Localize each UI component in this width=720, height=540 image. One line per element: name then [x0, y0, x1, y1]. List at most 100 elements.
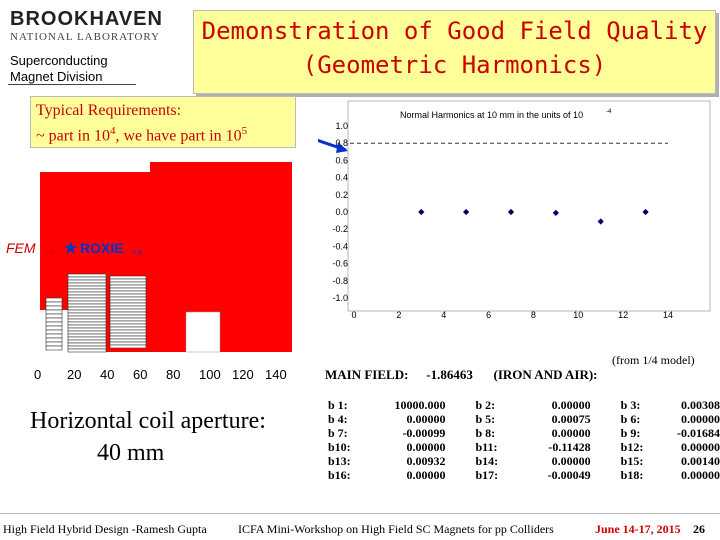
requirements-exponent-1: 4	[109, 125, 116, 137]
y-tick-label: 0.0	[335, 207, 348, 217]
division-line-1: Superconducting	[10, 53, 108, 68]
x-tick-label: 14	[663, 310, 673, 320]
conductor-turn	[67, 312, 107, 317]
harmonic-label: b13:	[328, 454, 351, 468]
conductor-turn	[67, 273, 107, 278]
conductor-turn	[109, 275, 147, 280]
conductor-turn	[109, 314, 147, 319]
conductor-turn	[109, 290, 147, 295]
harmonic-value: -0.11428	[548, 440, 591, 454]
harmonics-chart: Normal Harmonics at 10 mm in the units o…	[318, 100, 711, 320]
title-box	[193, 10, 716, 94]
main-field-label: MAIN FIELD:	[325, 367, 409, 382]
harmonic-label: b17:	[475, 468, 499, 482]
table-row: b10: 0.00000 b11: -0.11428 b12: 0.00000	[328, 440, 720, 454]
harmonic-label: b 7:	[328, 426, 348, 440]
conductor-turn	[45, 297, 63, 303]
harmonic-label: b 8:	[475, 426, 496, 440]
conductor-turn	[67, 303, 107, 308]
harmonic-value: 10000.000	[394, 398, 446, 412]
conductor-turn	[67, 300, 107, 305]
division-line-2: Magnet Division	[10, 69, 103, 84]
harmonic-value: 0.00932	[406, 454, 446, 468]
y-tick-label: -0.8	[332, 276, 348, 286]
conductor-turn	[67, 315, 107, 320]
harmonic-value: 0.00000	[406, 412, 446, 426]
conductor-turn	[109, 305, 147, 310]
conductor-turn	[67, 318, 107, 323]
title-line-2: (Geometric Harmonics)	[302, 51, 607, 79]
y-axis: 1.0 0.8 0.6 0.4 0.2 0.0 -0.2 -0.4 -0.6 -0.8 -1.0	[332, 121, 348, 303]
aperture-text: Horizontal coil aperture: 40 mm	[30, 405, 290, 469]
harmonic-label: b 9:	[620, 426, 641, 440]
legend-roxie-version: 7.0	[132, 250, 142, 257]
conductor-turn	[109, 308, 147, 313]
conductor-turn	[67, 336, 107, 341]
conductor-turn	[45, 325, 63, 331]
legend-fem-version: 2.0	[44, 250, 54, 257]
aperture-value: 40 mm	[97, 440, 165, 466]
table-row: b13: 0.00932 b14: 0.00000 b15: 0.00140	[328, 454, 720, 468]
harmonic-label: b 4:	[328, 412, 348, 426]
field-map-x-tick: 60	[133, 367, 148, 382]
field-map-x-tick: 80	[166, 367, 181, 382]
conductor-turn	[109, 317, 147, 322]
conductor-turn	[45, 317, 63, 323]
harmonic-value: 0.00000	[406, 440, 446, 454]
conductor-turn	[67, 276, 107, 281]
conductor-turn	[45, 321, 63, 327]
x-tick-label: 0	[351, 310, 356, 320]
conductor-turn	[67, 339, 107, 344]
main-field-value: -1.86463	[426, 367, 473, 382]
conductor-turn	[109, 287, 147, 292]
model-note: (from 1/4 model)	[612, 353, 695, 367]
conductor-turn	[67, 306, 107, 311]
divider	[8, 84, 136, 85]
table-row: b 1: 10000.000 b 2: 0.00000 b 3: 0.00308	[328, 398, 720, 412]
conductor-turn	[45, 309, 63, 315]
conductor-turn	[67, 330, 107, 335]
magnet-field-map: FEM 2.0 ★ ROXIE 7.0	[6, 162, 292, 353]
harmonic-label: b 5:	[475, 412, 496, 426]
footer-divider	[0, 513, 720, 514]
harmonic-value: 0.00000	[681, 440, 720, 454]
y-tick-label: 0.4	[335, 173, 348, 183]
conductor-turn	[45, 305, 63, 311]
harmonic-label: b14:	[475, 454, 499, 468]
footer-author: High Field Hybrid Design -Ramesh Gupta	[3, 522, 207, 536]
harmonic-value: 0.00000	[551, 426, 591, 440]
lab-logo-subtitle: NATIONAL LABORATORY	[10, 31, 161, 43]
harmonic-value: 0.00075	[551, 412, 591, 426]
conductor-turn	[109, 284, 147, 289]
y-tick-label: 0.8	[335, 138, 348, 148]
requirements-box	[30, 96, 296, 148]
conductor-turn	[67, 342, 107, 347]
conductor-turn	[67, 285, 107, 290]
harmonic-label: b 2:	[475, 398, 496, 412]
conductor-turn	[109, 335, 147, 340]
chart-frame	[347, 100, 711, 312]
conductor-turn	[109, 278, 147, 283]
harmonic-label: b16:	[328, 468, 351, 482]
conductor-turn	[45, 345, 63, 351]
y-tick-label: 0.6	[335, 155, 348, 165]
conductor-turn	[67, 348, 107, 353]
legend-fem: FEM	[6, 240, 36, 256]
conductor-turn	[67, 279, 107, 284]
lab-logo: BROOKHAVEN	[10, 8, 163, 30]
conductor-turn	[45, 313, 63, 319]
chart-title-exponent: -4	[606, 109, 612, 115]
iron-yoke-right	[150, 162, 292, 352]
conductor-turn	[45, 333, 63, 339]
y-tick-label: -0.2	[332, 224, 348, 234]
conductor-turn	[67, 309, 107, 314]
conductor-turn	[45, 329, 63, 335]
conductor-turn	[67, 333, 107, 338]
footer-event: ICFA Mini-Workshop on High Field SC Magn…	[238, 522, 554, 536]
harmonic-value: -0.01684	[677, 426, 720, 440]
table-row: b16: 0.00000 b17: -0.00049 b18: 0.00000	[328, 468, 720, 482]
x-tick-label: 2	[396, 310, 401, 320]
coil-block-middle	[67, 273, 107, 353]
division-name: Superconducting Magnet Division	[10, 53, 108, 85]
harmonic-value: -0.00099	[402, 426, 446, 440]
